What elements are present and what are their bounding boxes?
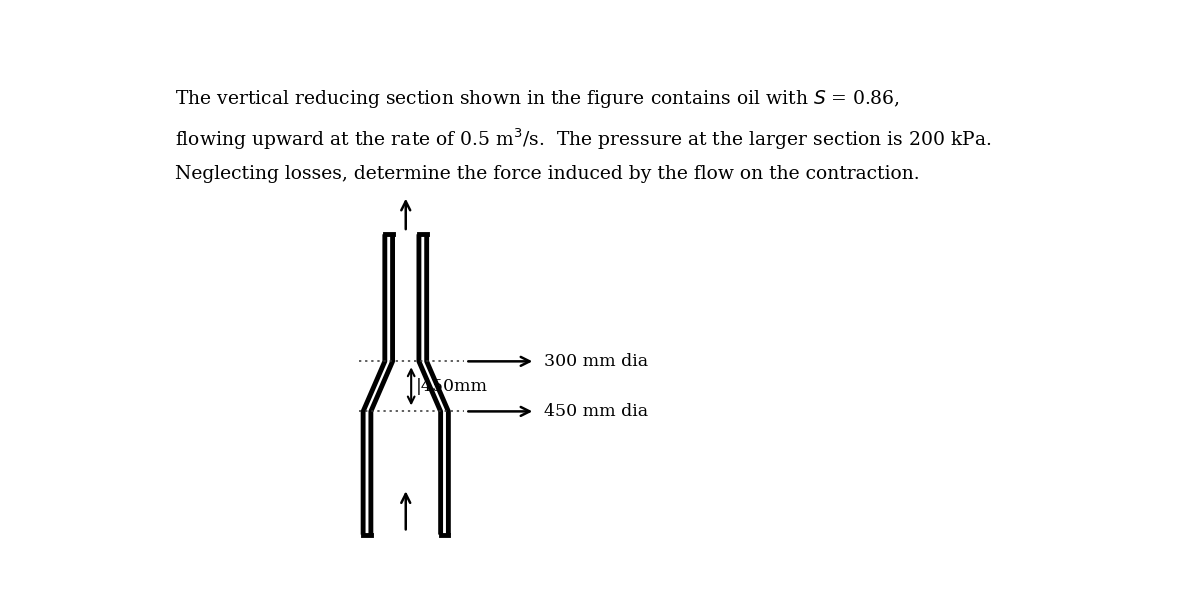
Text: 450 mm dia: 450 mm dia bbox=[545, 403, 648, 420]
Text: flowing upward at the rate of 0.5 m$^3$/s.  The pressure at the larger section i: flowing upward at the rate of 0.5 m$^3$/… bbox=[175, 126, 991, 152]
Text: 300 mm dia: 300 mm dia bbox=[545, 353, 648, 370]
Text: Neglecting losses, determine the force induced by the flow on the contraction.: Neglecting losses, determine the force i… bbox=[175, 165, 919, 183]
Text: The vertical reducing section shown in the figure contains oil with $S$ = 0.86,: The vertical reducing section shown in t… bbox=[175, 88, 900, 110]
Text: |450mm: |450mm bbox=[416, 378, 488, 395]
